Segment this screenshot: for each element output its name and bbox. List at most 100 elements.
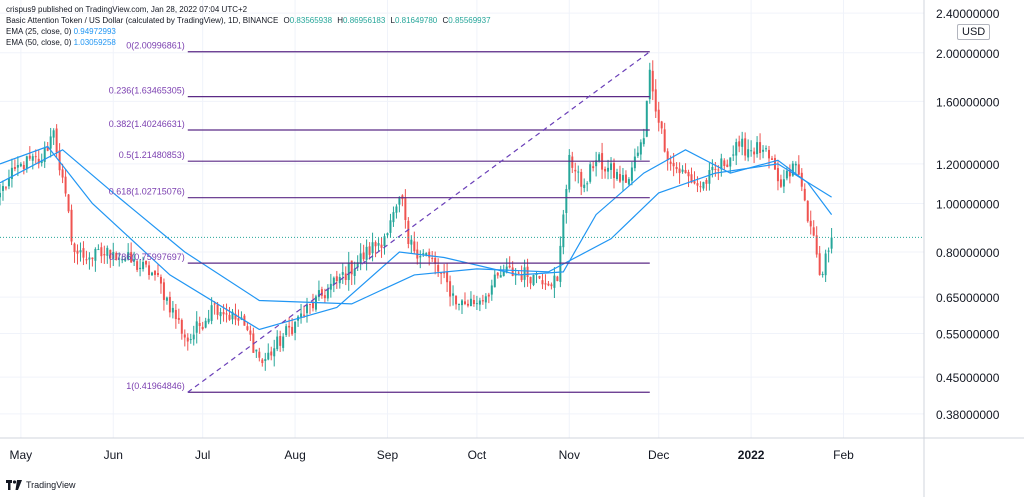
candle-body bbox=[821, 273, 824, 276]
candle-body bbox=[156, 273, 159, 276]
candle-body bbox=[639, 142, 642, 155]
candle-body bbox=[669, 161, 672, 164]
candle-body bbox=[356, 262, 359, 268]
ema50-label: EMA (50, close, 0) bbox=[6, 38, 72, 47]
candle-body bbox=[419, 256, 422, 258]
candle-body bbox=[463, 301, 466, 304]
candle-body bbox=[729, 157, 732, 167]
candle-body bbox=[699, 186, 702, 188]
fib-level-label: 0.618(1.02715076) bbox=[109, 187, 185, 197]
candle-body bbox=[684, 170, 687, 174]
candle-body bbox=[79, 250, 82, 253]
candle-body bbox=[7, 178, 10, 187]
candle-body bbox=[610, 163, 613, 170]
x-tick-label: Dec bbox=[648, 448, 669, 462]
candle-body bbox=[589, 164, 592, 182]
candle-body bbox=[690, 174, 693, 183]
candle-body bbox=[815, 235, 818, 255]
candle-body bbox=[803, 188, 806, 201]
candle-body bbox=[586, 183, 589, 185]
candle-body bbox=[633, 156, 636, 169]
candle-body bbox=[762, 149, 765, 152]
candle-body bbox=[434, 257, 437, 264]
candle-body bbox=[720, 158, 723, 170]
candle-body bbox=[395, 206, 398, 213]
candle-body bbox=[538, 275, 541, 279]
candle-body bbox=[568, 154, 571, 190]
candle-body bbox=[153, 270, 156, 275]
candle-body bbox=[320, 289, 323, 296]
candle-body bbox=[797, 164, 800, 175]
candle-body bbox=[338, 276, 341, 284]
ema50-line bbox=[0, 149, 832, 305]
candle-body bbox=[577, 171, 580, 173]
y-tick-label: 2.40000000 bbox=[936, 7, 1000, 21]
fib-level-label: 0.236(1.63465305) bbox=[109, 86, 185, 96]
candle-body bbox=[788, 169, 791, 177]
candle-body bbox=[446, 271, 449, 283]
candle-body bbox=[481, 300, 484, 302]
candle-body bbox=[785, 170, 788, 179]
x-tick-label: Aug bbox=[284, 448, 305, 462]
candle-body bbox=[800, 172, 803, 187]
candle-body bbox=[651, 70, 654, 92]
candle-body bbox=[82, 248, 85, 258]
candle-body bbox=[285, 326, 288, 336]
candle-body bbox=[31, 156, 34, 161]
candle-body bbox=[159, 276, 162, 284]
candle-body bbox=[91, 257, 94, 260]
ema25-legend[interactable]: EMA (25, close, 0) 0.94972993 bbox=[6, 26, 491, 37]
candle-body bbox=[782, 179, 785, 187]
candle-body bbox=[19, 163, 22, 167]
high-value: 0.86956183 bbox=[343, 16, 386, 25]
candle-body bbox=[288, 325, 291, 328]
candle-body bbox=[133, 259, 136, 262]
candle-body bbox=[300, 313, 303, 317]
candle-body bbox=[76, 250, 79, 254]
published-line: crispus9 published on TradingView.com, J… bbox=[6, 5, 248, 14]
candle-body bbox=[121, 259, 124, 261]
candle-body bbox=[770, 158, 773, 160]
y-tick-label: 0.38000000 bbox=[936, 408, 1000, 422]
candle-body bbox=[145, 260, 148, 265]
candle-body bbox=[496, 272, 499, 276]
candle-body bbox=[523, 267, 526, 280]
candle-body bbox=[613, 163, 616, 179]
candle-body bbox=[189, 339, 192, 341]
candle-body bbox=[636, 152, 639, 156]
candle-body bbox=[365, 246, 368, 260]
candle-body bbox=[541, 280, 544, 285]
candle-body bbox=[118, 258, 121, 260]
candle-body bbox=[487, 294, 490, 297]
candle-body bbox=[97, 249, 100, 251]
candle-body bbox=[341, 272, 344, 275]
candle-body bbox=[67, 194, 70, 212]
fib-level-label: 0.5(1.21480853) bbox=[119, 150, 185, 160]
close-value: 0.85569937 bbox=[448, 16, 491, 25]
candle-body bbox=[106, 247, 109, 256]
candle-body bbox=[332, 277, 335, 285]
candle-body bbox=[25, 156, 28, 170]
candle-body bbox=[64, 176, 67, 194]
candle-body bbox=[276, 336, 279, 350]
candle-body bbox=[246, 326, 249, 330]
ema50-legend[interactable]: EMA (50, close, 0) 1.03059258 bbox=[6, 37, 491, 48]
candle-body bbox=[392, 212, 395, 223]
footer-brand[interactable]: TradingView bbox=[6, 480, 76, 490]
candle-body bbox=[55, 128, 58, 153]
y-tick-label: 1.00000000 bbox=[936, 197, 1000, 211]
candle-body bbox=[61, 169, 64, 178]
candle-body bbox=[311, 301, 314, 309]
candle-body bbox=[162, 282, 165, 300]
candle-body bbox=[201, 326, 204, 330]
candle-body bbox=[768, 149, 771, 159]
candle-body bbox=[520, 274, 523, 281]
candle-body bbox=[347, 262, 350, 281]
candle-body bbox=[693, 181, 696, 184]
currency-badge[interactable]: USD bbox=[957, 24, 991, 40]
y-tick-label: 0.45000000 bbox=[936, 371, 1000, 385]
candle-body bbox=[705, 180, 708, 184]
candle-body bbox=[306, 304, 309, 314]
